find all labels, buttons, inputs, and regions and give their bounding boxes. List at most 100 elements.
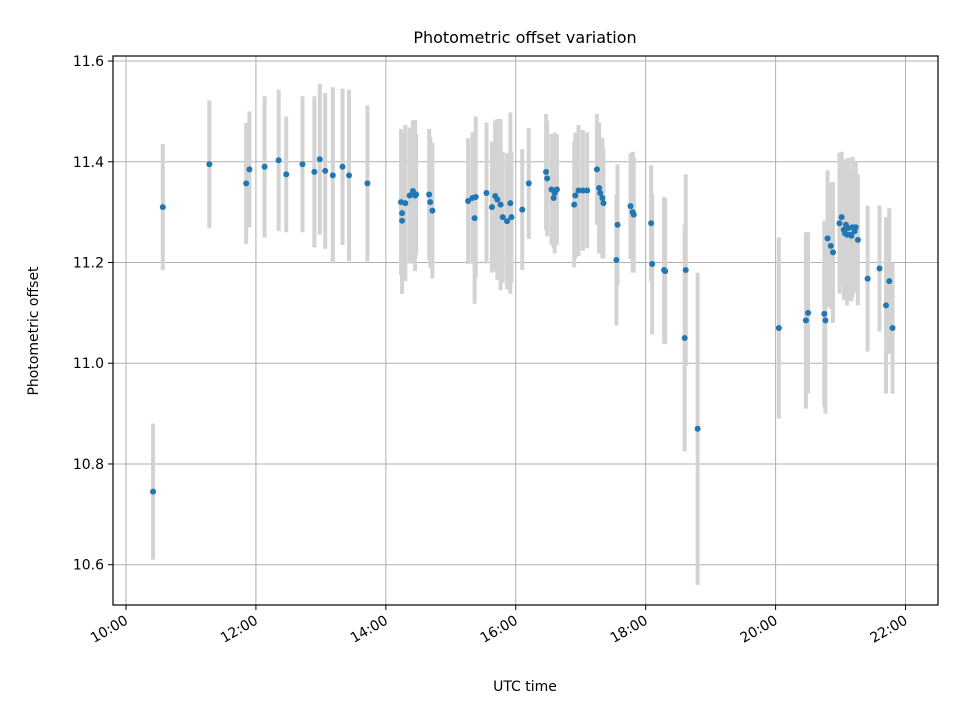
data-point	[246, 166, 253, 173]
data-point	[316, 156, 323, 163]
data-point	[593, 166, 600, 173]
data-point	[682, 267, 689, 274]
x-tick-label: 18:00	[608, 613, 651, 647]
data-point	[413, 191, 420, 198]
data-point	[822, 317, 829, 324]
data-point	[243, 180, 250, 187]
data-point	[275, 157, 282, 164]
y-tick-label: 11.0	[73, 356, 104, 372]
error-bar-layer	[151, 83, 895, 585]
x-axis-label: UTC time	[493, 679, 557, 695]
data-point	[150, 488, 157, 495]
data-point	[483, 189, 490, 196]
data-point	[821, 310, 828, 317]
data-point	[852, 224, 859, 231]
data-point	[836, 220, 843, 227]
data-point	[508, 214, 515, 221]
data-point	[339, 163, 346, 170]
data-point	[346, 172, 353, 179]
y-tick-label: 11.2	[73, 256, 104, 272]
data-point	[427, 199, 434, 206]
data-point	[550, 195, 557, 202]
data-point	[883, 302, 890, 309]
data-point	[429, 207, 436, 214]
data-point	[584, 187, 591, 194]
data-point	[329, 172, 336, 179]
data-point	[600, 200, 607, 207]
plot-area-frame	[112, 55, 939, 606]
data-point	[322, 167, 329, 174]
x-tick-label: 14:00	[348, 613, 391, 647]
y-tick-label: 10.6	[73, 558, 104, 574]
data-point	[854, 236, 861, 243]
data-point	[838, 214, 845, 221]
y-tick-label: 11.4	[73, 155, 104, 171]
data-point	[543, 168, 550, 175]
data-point	[399, 217, 406, 224]
data-point	[597, 189, 604, 196]
data-point	[553, 186, 560, 193]
data-point	[499, 214, 506, 221]
data-point	[494, 196, 501, 203]
data-point	[471, 215, 478, 222]
data-point	[662, 268, 669, 275]
data-point	[829, 249, 836, 256]
data-point	[694, 425, 701, 432]
y-tick-label: 10.8	[73, 457, 104, 473]
data-point	[848, 232, 855, 239]
data-point	[299, 161, 306, 168]
data-point	[507, 200, 514, 207]
data-point	[579, 187, 586, 194]
x-tick-label: 12:00	[218, 613, 261, 647]
data-point	[472, 194, 479, 201]
data-point	[599, 195, 606, 202]
data-point	[283, 171, 290, 178]
data-point	[399, 210, 406, 217]
data-point	[497, 201, 504, 208]
data-point	[802, 317, 809, 324]
data-point	[575, 187, 582, 194]
data-point	[627, 203, 634, 210]
data-point	[571, 201, 578, 208]
data-point	[406, 192, 413, 199]
data-point	[827, 242, 834, 249]
data-point	[889, 324, 896, 331]
data-point	[681, 335, 688, 342]
data-point	[648, 220, 655, 227]
y-tick-label: 11.6	[73, 54, 104, 70]
data-point-layer	[150, 156, 896, 495]
x-tick-label: 22:00	[868, 613, 911, 647]
data-point	[864, 275, 871, 282]
data-point	[614, 221, 621, 228]
data-point	[886, 278, 893, 285]
data-point	[630, 211, 637, 218]
x-tick-label: 20:00	[738, 613, 781, 647]
data-point	[488, 204, 495, 211]
data-point	[805, 309, 812, 316]
data-point	[206, 161, 213, 168]
data-point	[525, 180, 532, 187]
data-point	[426, 191, 433, 198]
x-tick-label: 10:00	[88, 613, 131, 647]
data-point	[613, 256, 620, 263]
x-tick-label: 16:00	[478, 613, 521, 647]
data-point	[876, 265, 883, 272]
data-point	[465, 198, 472, 205]
data-point	[572, 192, 579, 199]
data-point	[311, 168, 318, 175]
y-axis-label: Photometric offset	[26, 266, 42, 396]
data-point	[824, 235, 831, 242]
data-point	[519, 206, 526, 213]
data-point	[159, 204, 166, 211]
data-point	[402, 200, 409, 207]
grid-layer	[113, 56, 938, 605]
chart-title: Photometric offset variation	[413, 28, 636, 47]
data-point	[649, 261, 656, 268]
data-point	[364, 180, 371, 187]
data-point	[261, 163, 268, 170]
data-point	[596, 184, 603, 191]
data-point	[504, 218, 511, 225]
data-point	[544, 175, 551, 182]
data-point	[775, 324, 782, 331]
